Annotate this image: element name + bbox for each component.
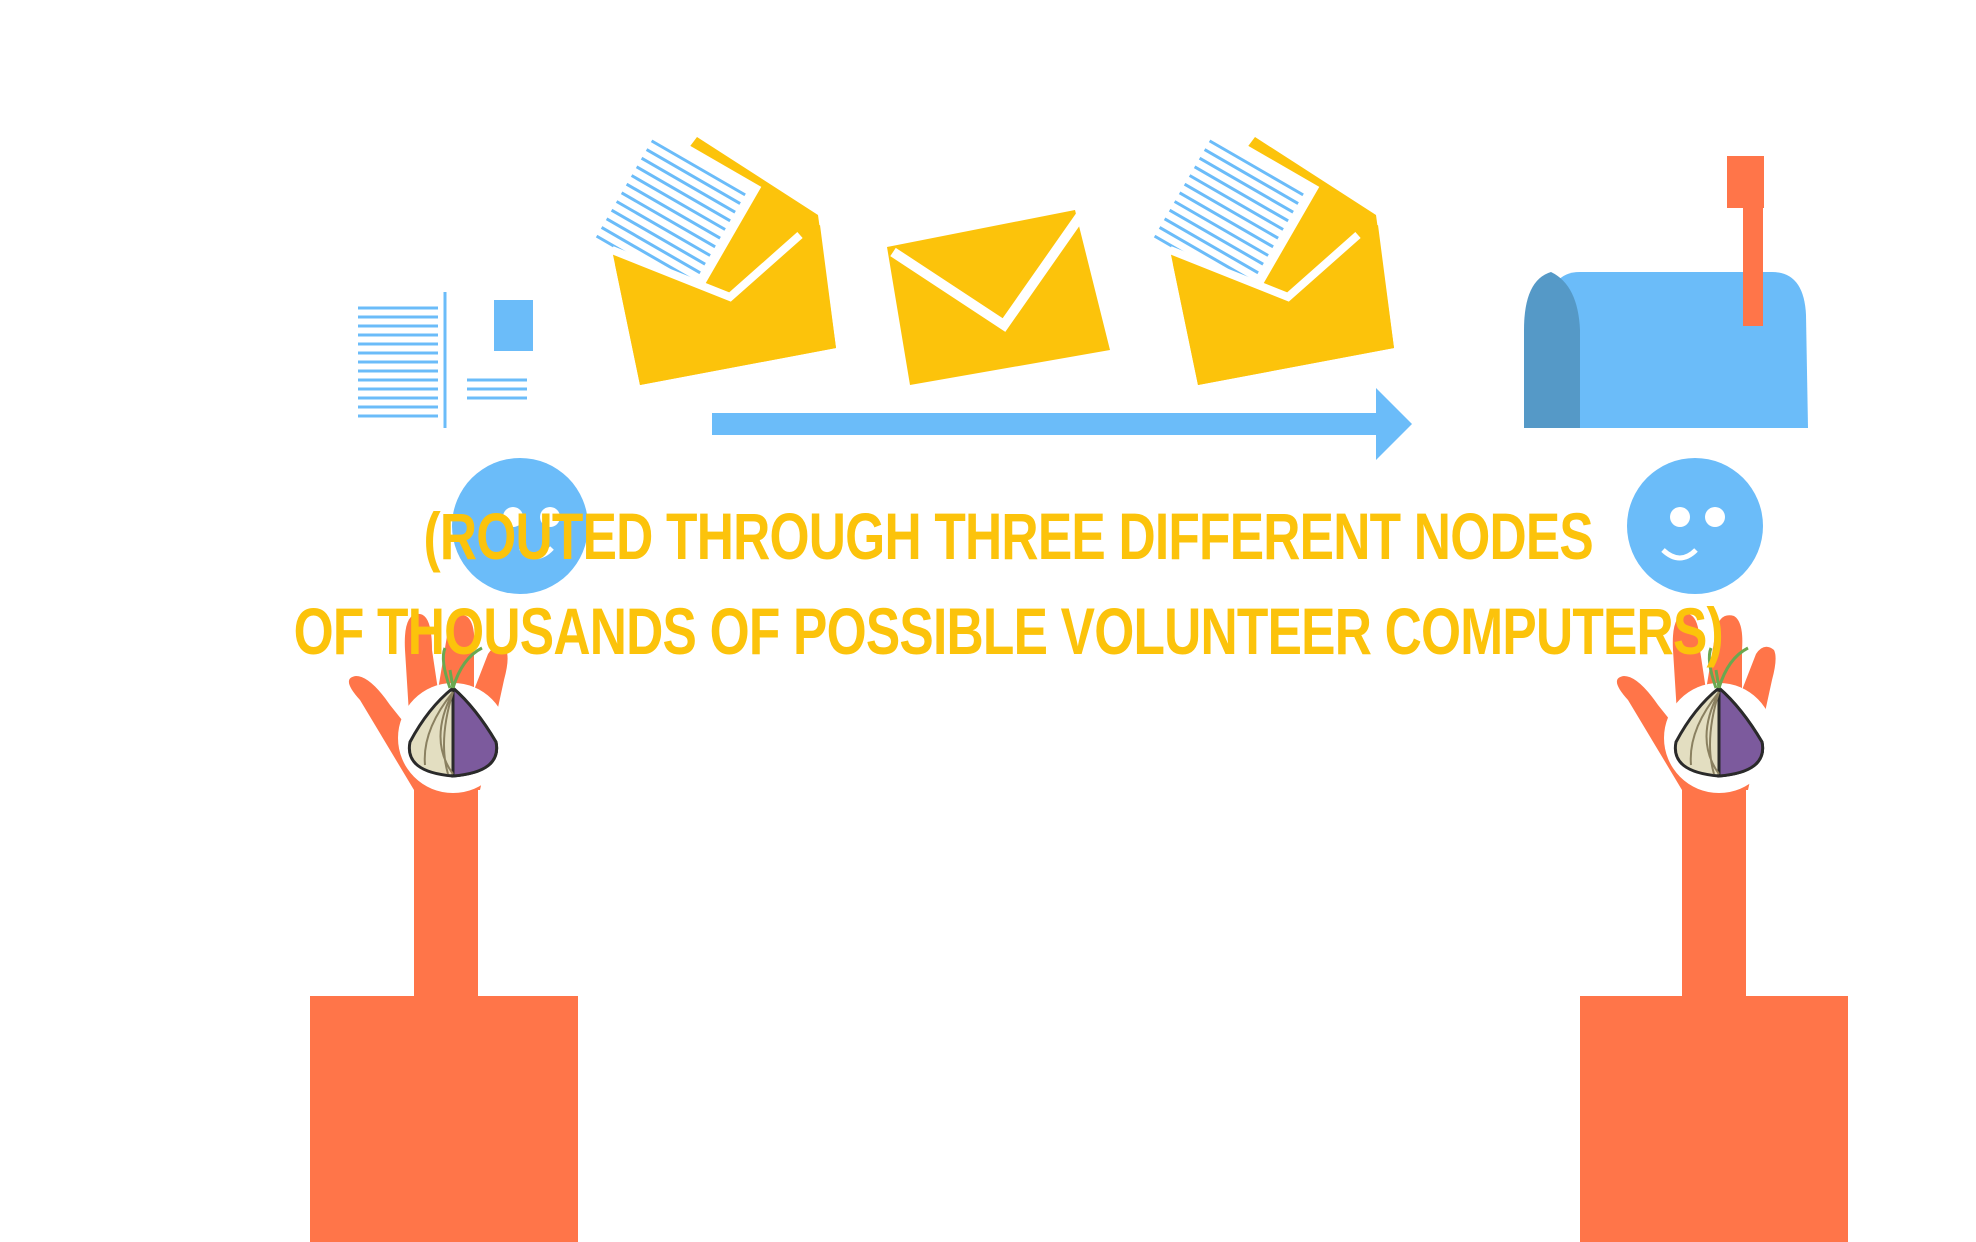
sender-smiley-face-icon — [452, 458, 588, 594]
mailbox-icon — [1524, 156, 1808, 428]
tor-onion-icon — [1664, 646, 1774, 793]
caption-line-2: OF THOUSANDS OF POSSIBLE VOLUNTEER COMPU… — [293, 594, 1724, 668]
caption-line-1: (ROUTED THROUGH THREE DIFFERENT NODES — [423, 499, 1593, 573]
receiver-smiley-face-icon — [1627, 458, 1763, 594]
sender-arm — [310, 613, 578, 1242]
open-envelope-icon — [580, 122, 836, 385]
letter-icon — [358, 292, 533, 428]
closed-envelope-icon — [887, 210, 1110, 385]
arrow-right-icon — [712, 388, 1412, 460]
tor-onion-icon — [398, 646, 508, 793]
open-envelope-icon — [1138, 122, 1394, 385]
